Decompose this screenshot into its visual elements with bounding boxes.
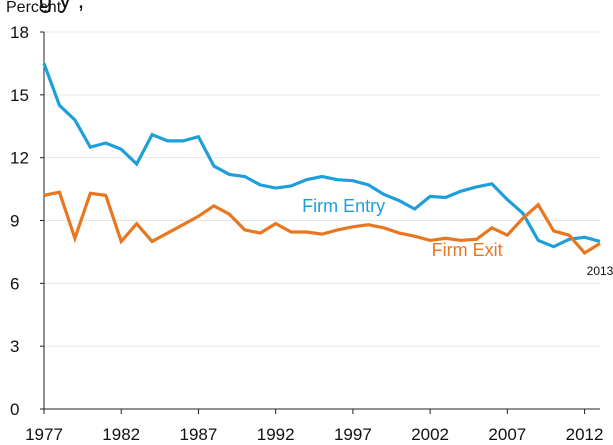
axis-layer: 0 3 6 9 12 15 18 1977 1982 1987 1992 1997 2002 2007 20…	[10, 23, 603, 444]
x-tick-label: 2007	[488, 425, 526, 444]
y-tick-label: 12	[10, 149, 29, 168]
x-tick-label: 1987	[180, 425, 218, 444]
end-year-label: 2013	[587, 264, 613, 278]
y-tick-label: 3	[10, 337, 19, 356]
x-tick-label: 1997	[334, 425, 372, 444]
label-layer: Firm Entry Firm Exit 2013	[302, 196, 613, 278]
x-tick-label: 2012	[566, 425, 604, 444]
firm-entry-line	[42, 62, 601, 249]
y-tick-label: 18	[10, 23, 29, 42]
grid-layer	[44, 31, 600, 347]
x-tick-label: 1977	[25, 425, 63, 444]
x-tick-label: 1992	[257, 425, 295, 444]
y-tick-label: 9	[10, 212, 19, 231]
x-tick-label: 1982	[102, 425, 140, 444]
y-axis-label: Percent	[6, 0, 62, 16]
x-tick-label: 2002	[411, 425, 449, 444]
series-layer	[42, 62, 601, 256]
firm-entry-label: Firm Entry	[302, 196, 385, 216]
firm-exit-label: Firm Exit	[432, 240, 503, 260]
y-tick-label: 15	[10, 86, 29, 105]
y-tick-label: 0	[10, 400, 19, 419]
y-tick-label: 6	[10, 274, 19, 293]
firm-exit-line	[43, 190, 601, 256]
